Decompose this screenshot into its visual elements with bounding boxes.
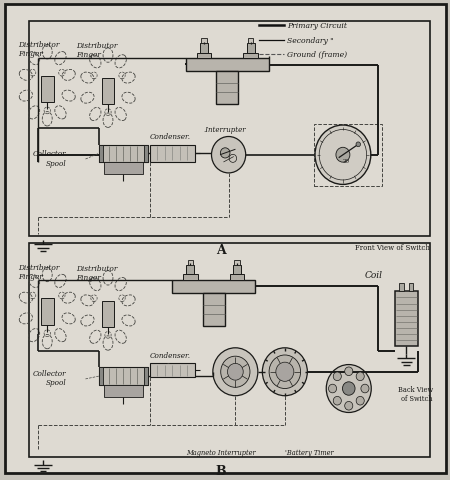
Text: Distributor
Finger: Distributor Finger [18, 41, 59, 58]
Bar [248, 39, 253, 44]
Bar [233, 265, 241, 274]
Text: B: B [215, 464, 226, 477]
Circle shape [361, 384, 369, 393]
Bar [201, 39, 207, 44]
Bar [314, 124, 382, 186]
Circle shape [220, 148, 230, 159]
Circle shape [342, 382, 355, 396]
Bar [99, 368, 148, 385]
Circle shape [356, 143, 360, 147]
Text: Collector
Spool: Collector Spool [33, 369, 67, 386]
Text: Primary Circuit: Primary Circuit [287, 22, 346, 30]
Text: Distributor
Finger: Distributor Finger [76, 264, 118, 282]
Circle shape [276, 362, 294, 382]
Bar [203, 293, 225, 326]
Bar [395, 292, 418, 347]
Circle shape [356, 396, 364, 405]
Bar [188, 260, 193, 265]
Text: Ground (frame): Ground (frame) [287, 51, 347, 59]
Bar [247, 44, 255, 53]
Bar [99, 145, 103, 163]
Bar [102, 79, 114, 105]
Bar [150, 363, 195, 378]
Bar [99, 145, 148, 163]
Bar [243, 53, 258, 59]
Bar [104, 163, 143, 175]
Text: 20: 20 [342, 159, 349, 164]
Circle shape [213, 348, 258, 396]
Bar [185, 59, 269, 72]
Circle shape [328, 384, 337, 393]
Bar [29, 244, 430, 456]
Text: Distributor
Finger: Distributor Finger [76, 42, 118, 59]
Bar [186, 265, 194, 274]
Circle shape [315, 126, 371, 185]
Circle shape [345, 367, 353, 376]
Bar [216, 72, 238, 105]
Bar [144, 145, 148, 163]
Bar [230, 274, 244, 280]
Bar [41, 76, 54, 103]
Bar [104, 385, 143, 397]
Text: Collector
Spool: Collector Spool [33, 150, 67, 168]
Circle shape [345, 402, 353, 410]
Circle shape [262, 348, 307, 396]
Text: Condenser.: Condenser. [150, 132, 191, 141]
Text: Coil: Coil [364, 270, 382, 279]
Bar [183, 274, 198, 280]
Bar [29, 22, 430, 237]
Text: Magneto Interrupter: Magneto Interrupter [186, 448, 255, 456]
Text: A: A [216, 244, 225, 257]
Text: 'Battery Timer: 'Battery Timer [285, 448, 333, 456]
Text: Back View
of Switch: Back View of Switch [398, 385, 433, 402]
Circle shape [269, 355, 301, 389]
Circle shape [326, 365, 371, 413]
Bar [172, 280, 255, 293]
Text: Secondary ": Secondary " [287, 36, 333, 45]
Text: .Interrupter: .Interrupter [203, 126, 246, 133]
Bar [399, 283, 404, 292]
Bar [99, 368, 103, 385]
Bar [197, 53, 211, 59]
Bar [102, 301, 114, 327]
Bar [144, 368, 148, 385]
Text: Front View of Switch: Front View of Switch [355, 244, 430, 252]
Bar [41, 299, 54, 325]
Circle shape [333, 396, 342, 405]
Circle shape [228, 364, 243, 380]
Circle shape [336, 148, 350, 163]
Circle shape [212, 137, 246, 174]
Circle shape [333, 372, 342, 381]
Circle shape [356, 372, 364, 381]
Bar [150, 145, 195, 163]
Text: Condenser.: Condenser. [150, 351, 191, 360]
Bar [234, 260, 240, 265]
Bar [200, 44, 208, 53]
Bar [409, 283, 413, 292]
Circle shape [221, 357, 250, 387]
Text: Distributor
Finger: Distributor Finger [18, 263, 59, 280]
